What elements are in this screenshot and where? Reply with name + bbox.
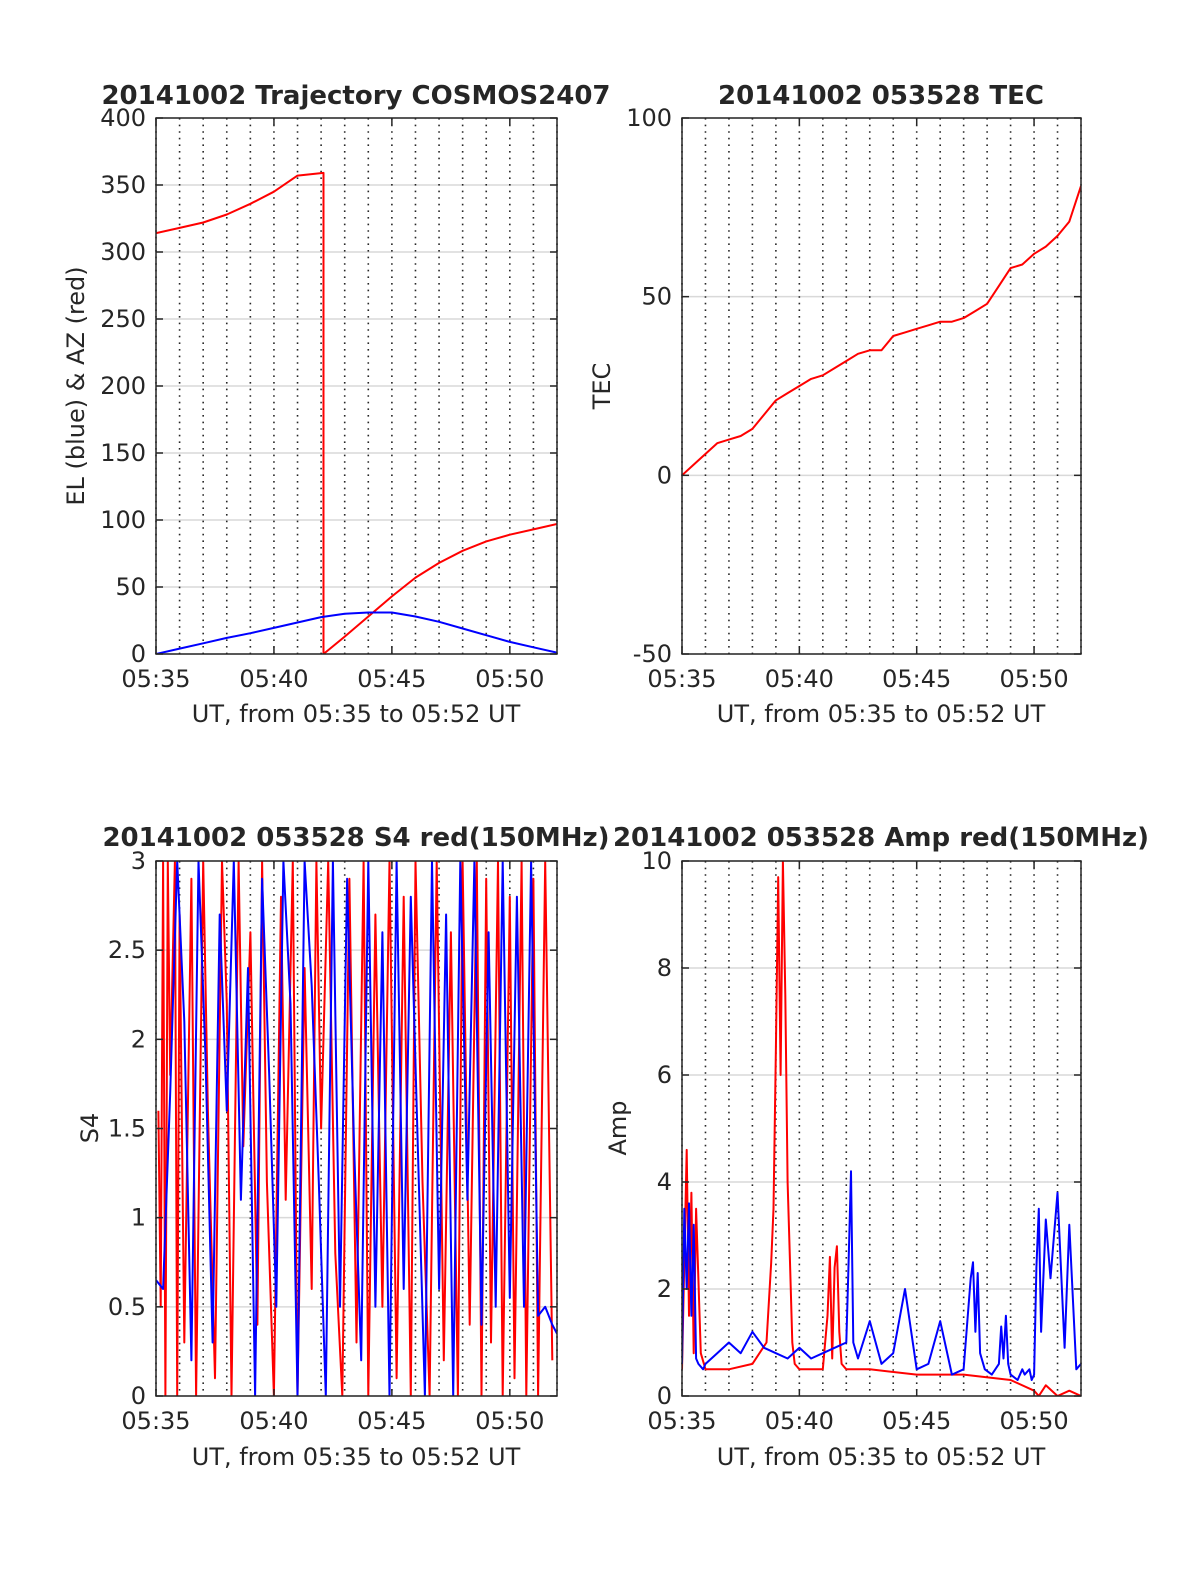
x-tick-label: 05:50	[475, 1407, 544, 1435]
panel-s4: 0 0.5 1 1.5 2 2.5 3 05:35 05:40 05:45 05:50 201410…	[76, 823, 610, 1471]
y-tick-label: 1.5	[108, 1115, 146, 1143]
x-axis-label: UT, from 05:35 to 05:52 UT	[192, 1443, 521, 1471]
y-tick-label: 8	[657, 954, 672, 982]
x-axis-label: UT, from 05:35 to 05:52 UT	[717, 700, 1046, 728]
y-tick-label: 400	[100, 104, 146, 132]
y-tick-label: 0	[657, 1382, 672, 1410]
axes-box	[681, 860, 1082, 1397]
y-tick-label: -50	[633, 640, 672, 668]
x-tick-label: 05:40	[239, 665, 308, 693]
panel-amp: 0 2 4 6 8 10 05:35 05:40 05:45 05:50 20141002 053…	[604, 823, 1149, 1471]
y-tick-label: 150	[100, 439, 146, 467]
x-tick-label: 05:35	[647, 1407, 716, 1435]
x-tick-label: 05:35	[647, 665, 716, 693]
panel-tec: -50 0 50 100 05:35 05:40 05:45 05:50 20141002 0…	[588, 81, 1082, 728]
y-tick-label: 200	[100, 372, 146, 400]
y-tick-label: 3	[131, 847, 146, 875]
y-tick-label: 1	[131, 1204, 146, 1232]
series-line-1	[156, 611, 557, 654]
y-tick-label: 0	[657, 461, 672, 489]
y-tick-label: 2	[131, 1025, 146, 1053]
y-tick-label: 0.5	[108, 1293, 146, 1321]
x-tick-label: 05:40	[239, 1407, 308, 1435]
y-tick-label: 6	[657, 1061, 672, 1089]
y-tick-label: 4	[657, 1168, 672, 1196]
y-axis-label: Amp	[604, 1100, 632, 1155]
chart-title: 20141002 053528 TEC	[718, 81, 1044, 111]
x-tick-label: 05:35	[121, 665, 190, 693]
y-tick-label: 2.5	[108, 936, 146, 964]
y-tick-label: 350	[100, 171, 146, 199]
y-tick-label: 250	[100, 305, 146, 333]
y-tick-label: 2	[657, 1275, 672, 1303]
y-tick-label: 100	[100, 506, 146, 534]
x-tick-label: 05:45	[357, 665, 426, 693]
series-line-0	[682, 185, 1081, 477]
y-tick-label: 50	[641, 283, 672, 311]
plot-area	[682, 118, 1081, 654]
x-axis-label: UT, from 05:35 to 05:52 UT	[192, 700, 521, 728]
plot-area	[682, 861, 1081, 1396]
x-tick-label: 05:35	[121, 1407, 190, 1435]
x-tick-label: 05:40	[765, 1407, 834, 1435]
x-tick-label: 05:50	[999, 665, 1068, 693]
y-tick-label: 50	[115, 573, 146, 601]
axes-box	[681, 117, 1082, 655]
x-axis-label: UT, from 05:35 to 05:52 UT	[717, 1443, 1046, 1471]
x-tick-label: 05:40	[765, 665, 834, 693]
series-line-0	[156, 171, 557, 654]
chart-title: 20141002 053528 Amp red(150MHz)	[613, 823, 1149, 853]
x-tick-label: 05:50	[475, 665, 544, 693]
series-line-0	[682, 861, 1081, 1396]
chart-title: 20141002 053528 S4 red(150MHz)	[102, 823, 609, 853]
panel-trajectory: 0 50 100 150 200 250 300 350 400 05:35 05:40 05:45 0…	[62, 81, 611, 728]
y-axis-label: S4	[76, 1113, 104, 1144]
series-line-1	[156, 861, 557, 1396]
x-tick-label: 05:45	[357, 1407, 426, 1435]
x-tick-label: 05:50	[999, 1407, 1068, 1435]
y-tick-label: 0	[131, 640, 146, 668]
y-axis-label: TEC	[588, 363, 616, 411]
x-tick-label: 05:45	[882, 665, 951, 693]
series-line-0	[157, 861, 554, 1396]
chart-title: 20141002 Trajectory COSMOS2407	[101, 81, 610, 111]
y-tick-label: 300	[100, 238, 146, 266]
series-line-1	[682, 1170, 1081, 1381]
y-axis-label: EL (blue) & AZ (red)	[62, 266, 90, 505]
y-tick-label: 100	[626, 104, 672, 132]
x-tick-label: 05:45	[882, 1407, 951, 1435]
y-tick-label: 10	[641, 847, 672, 875]
y-tick-label: 0	[131, 1382, 146, 1410]
